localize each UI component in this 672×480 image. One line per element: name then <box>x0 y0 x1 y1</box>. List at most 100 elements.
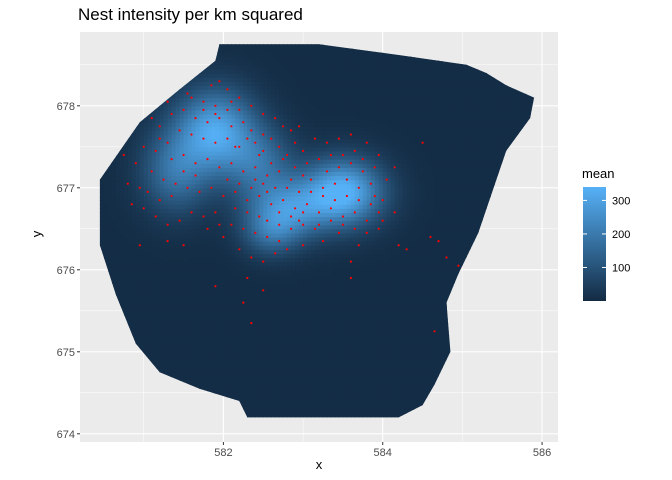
heat-cell <box>167 360 173 365</box>
heat-cell <box>255 163 260 168</box>
heat-cell <box>195 224 201 230</box>
heat-cell <box>167 314 173 320</box>
heat-cell <box>291 310 296 316</box>
heat-cell <box>203 118 209 123</box>
heat-cell <box>295 265 300 271</box>
heat-cell <box>255 310 260 316</box>
heat-cell <box>155 306 161 312</box>
heat-cell <box>203 101 209 107</box>
heat-cell <box>295 372 300 377</box>
heat-cell <box>279 253 284 259</box>
heat-cell <box>235 331 240 336</box>
heat-cell <box>159 310 165 316</box>
heat-cell <box>283 159 288 164</box>
heat-cell <box>123 310 129 316</box>
heat-cell <box>239 191 244 197</box>
heat-cell <box>283 323 288 328</box>
heat-cell <box>155 241 161 246</box>
heat-cell <box>219 335 224 341</box>
heat-cell <box>191 323 197 328</box>
heat-cell <box>267 253 272 259</box>
heat-cell <box>259 323 264 328</box>
heat-cell <box>147 138 153 144</box>
heat-cell <box>199 360 205 365</box>
heat-cell <box>167 343 173 349</box>
heat-cell <box>207 224 213 230</box>
heat-cell <box>179 269 185 275</box>
heat-cell <box>183 237 189 242</box>
heat-cell <box>239 183 244 189</box>
heat-cell <box>223 52 228 58</box>
heat-cell <box>147 150 153 156</box>
heat-cell <box>139 323 145 328</box>
heat-cell <box>215 388 221 394</box>
heat-cell <box>191 364 197 369</box>
heat-cell <box>191 294 197 300</box>
heat-cell <box>211 73 217 78</box>
heat-cell <box>127 237 133 242</box>
heat-cell <box>251 212 256 218</box>
heat-cell <box>183 261 189 267</box>
heat-cell <box>163 372 169 377</box>
heat-cell <box>163 319 169 324</box>
heat-cell <box>139 187 145 193</box>
heat-cell <box>175 376 181 382</box>
heat-cell <box>167 204 173 209</box>
heat-cell <box>123 212 129 218</box>
heat-cell <box>231 101 236 107</box>
heat-cell <box>287 146 292 152</box>
heat-cell <box>179 93 185 99</box>
heat-cell <box>295 134 300 140</box>
heat-cell <box>199 220 205 226</box>
heat-cell <box>267 196 272 201</box>
heat-cell <box>147 253 153 259</box>
heat-cell <box>147 191 153 197</box>
heat-cell <box>279 64 284 70</box>
heat-cell <box>211 105 217 111</box>
heat-cell <box>259 85 264 90</box>
heat-cell <box>247 302 252 308</box>
heat-cell <box>151 261 157 267</box>
heat-cell <box>195 335 201 341</box>
heat-cell <box>123 163 129 168</box>
heat-cell <box>219 130 224 136</box>
heat-cell <box>223 310 228 316</box>
heat-cell <box>159 142 165 148</box>
heat-cell <box>239 343 244 349</box>
heat-cell <box>291 261 296 267</box>
heat-cell <box>259 286 264 291</box>
heat-cell <box>119 282 125 287</box>
heat-cell <box>179 368 185 373</box>
heat-cell <box>247 380 252 386</box>
heat-cell <box>247 265 252 271</box>
heat-cell <box>147 290 153 295</box>
heat-cell <box>219 290 224 295</box>
heat-cell <box>251 298 256 304</box>
heat-cell <box>291 60 296 66</box>
heat-cell <box>299 167 304 172</box>
heat-cell <box>267 294 272 300</box>
heat-cell <box>251 319 256 324</box>
heat-cell <box>275 56 280 62</box>
heat-cell <box>207 380 213 386</box>
heat-cell <box>239 68 244 74</box>
heat-cell <box>303 101 308 107</box>
heat-cell <box>271 396 276 402</box>
heat-cell <box>275 138 280 144</box>
heat-cell <box>271 191 276 197</box>
heat-cell <box>271 142 276 148</box>
heat-cell <box>179 122 185 127</box>
heat-cell <box>171 286 177 291</box>
heat-cell <box>295 175 300 181</box>
heat-cell <box>275 208 280 213</box>
heat-cell <box>271 351 276 357</box>
heat-cell <box>115 269 121 275</box>
heat-cell <box>163 273 169 279</box>
heat-cell <box>251 138 256 144</box>
heat-cell <box>267 306 272 312</box>
heat-cell <box>251 405 256 410</box>
heat-cell <box>211 339 217 345</box>
heat-cell <box>251 126 256 131</box>
heat-cell <box>99 232 105 238</box>
heat-cell <box>203 273 209 279</box>
